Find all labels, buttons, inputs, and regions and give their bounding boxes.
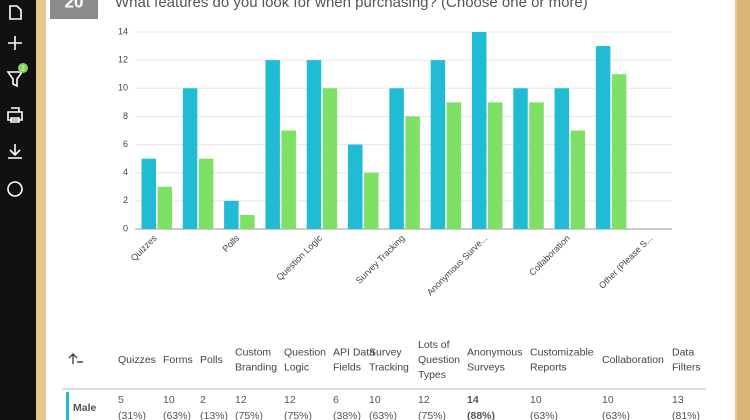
cell-count: 12 [418, 394, 430, 406]
cell-count: 14 [467, 394, 479, 406]
bar [389, 88, 404, 230]
bar [570, 130, 586, 229]
x-tick-label: Question Logic [274, 233, 324, 283]
bar [348, 144, 363, 229]
y-tick-label: 8 [123, 111, 128, 121]
cell-percent: (63%) [369, 410, 397, 420]
cell-percent: (81%) [672, 410, 700, 420]
column-header: Lots of Question Types [418, 339, 460, 381]
bar [611, 74, 627, 229]
x-tick-label: Quizzes [129, 233, 159, 263]
x-tick-label: Other (Please S... [597, 233, 655, 291]
column-header: Customizable Reports [530, 346, 594, 373]
bar [141, 158, 156, 229]
column-header: Quizzes [118, 354, 156, 366]
bar [306, 60, 322, 230]
column-header: API Data Fields [333, 346, 375, 373]
bar [281, 130, 296, 229]
cell-count: 6 [333, 394, 339, 406]
x-tick-label: Survey Tracking [354, 233, 407, 286]
left-border [36, 0, 46, 420]
theme-icon[interactable] [7, 181, 23, 197]
row-color-marker [66, 392, 69, 420]
cell-percent: (75%) [284, 410, 312, 420]
cell-count: 12 [235, 394, 247, 406]
bar [513, 88, 528, 230]
column-header: Custom Branding [235, 346, 277, 373]
x-tick-label: Polls [220, 233, 241, 254]
cell-percent: (31%) [118, 410, 146, 420]
y-tick-label: 12 [118, 55, 128, 65]
filter-badge-text: 2 [21, 65, 25, 72]
bar [446, 102, 462, 229]
x-tick-label: Collaboration [527, 233, 572, 278]
cell-percent: (13%) [200, 410, 228, 420]
cell-count: 12 [284, 394, 296, 406]
bar [265, 60, 280, 230]
cell-count: 10 [369, 394, 381, 406]
y-tick-label: 4 [123, 167, 128, 177]
bar [182, 88, 198, 230]
cell-count: 13 [672, 394, 684, 406]
question-title: What features do you look for when purch… [115, 0, 588, 11]
bar [364, 172, 379, 229]
column-header: Data Filters [672, 346, 701, 373]
cell-count: 10 [163, 394, 175, 406]
cell-percent: (75%) [418, 410, 446, 420]
y-tick-label: 0 [123, 223, 128, 233]
bar [405, 116, 420, 229]
y-tick-label: 10 [118, 83, 128, 93]
bar [471, 32, 487, 229]
question-number-badge [50, 0, 98, 19]
download-icon[interactable] [8, 144, 22, 159]
cell-percent: (63%) [530, 410, 558, 420]
cell-percent: (38%) [333, 410, 361, 420]
bar [198, 158, 214, 229]
column-header: Collaboration [602, 354, 664, 366]
add-icon[interactable] [8, 36, 22, 50]
cell-count: 10 [530, 394, 542, 406]
column-header: Anonymous Surveys [467, 346, 522, 373]
filter-badge [18, 63, 28, 73]
cell-percent: (63%) [602, 410, 630, 420]
swap-icon[interactable] [68, 353, 83, 364]
sidebar [0, 0, 36, 420]
cell-count: 2 [200, 394, 206, 406]
x-tick-label: Anonymous Surve... [425, 233, 489, 297]
y-tick-label: 14 [118, 26, 128, 36]
column-header: Survey Tracking [369, 346, 409, 373]
row-label: Male [73, 402, 97, 414]
new-page-icon[interactable] [9, 5, 22, 20]
bar [430, 60, 446, 230]
right-border-edge [737, 0, 750, 420]
column-header: Forms [163, 354, 193, 366]
cell-percent: (75%) [235, 410, 263, 420]
bar [322, 88, 338, 230]
bar [240, 214, 255, 229]
bar [554, 88, 570, 230]
y-tick-label: 2 [123, 195, 128, 205]
bar [224, 200, 239, 229]
question-number: 20 [65, 0, 84, 11]
column-header: Polls [200, 354, 223, 366]
cell-percent: (63%) [163, 410, 191, 420]
cell-percent: (88%) [467, 410, 495, 420]
print-icon[interactable] [7, 107, 23, 123]
column-header: Question Logic [284, 346, 326, 373]
bar [487, 102, 503, 229]
bar [157, 186, 172, 229]
bar [595, 46, 611, 230]
bar [529, 102, 544, 229]
cell-count: 10 [602, 394, 614, 406]
cell-count: 5 [118, 394, 124, 406]
y-tick-label: 6 [123, 139, 128, 149]
